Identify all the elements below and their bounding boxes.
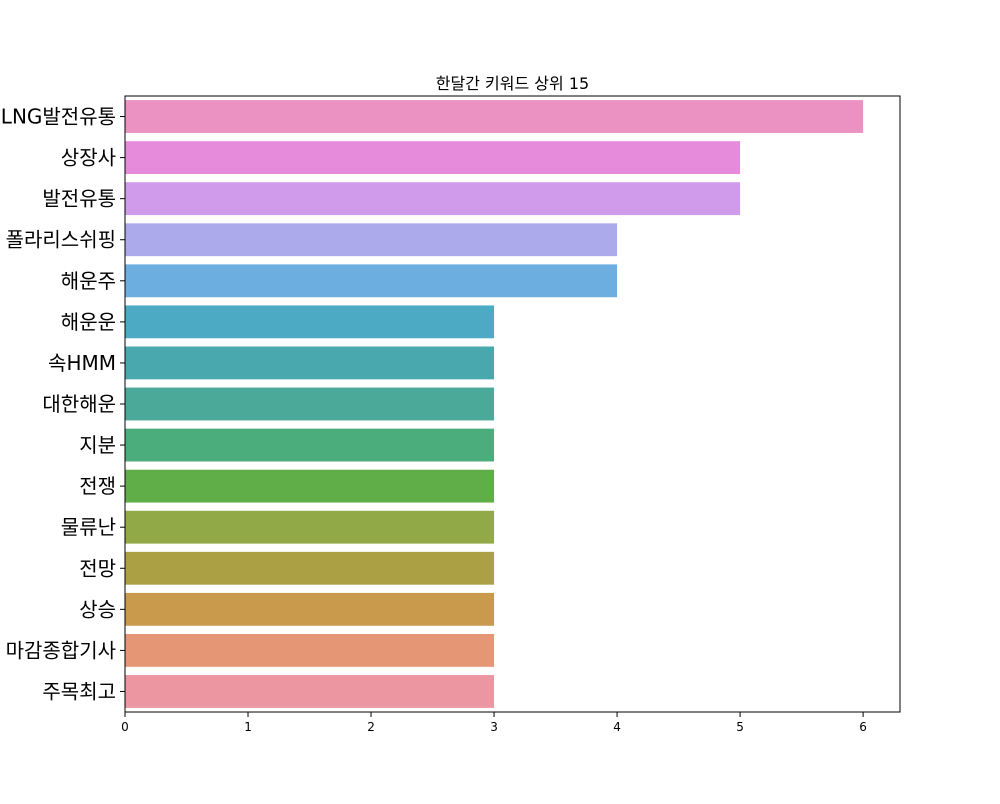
y-tick-label-4: 해운주 xyxy=(61,269,116,293)
bar-9 xyxy=(125,469,495,503)
y-tick-label-12: 상승 xyxy=(79,597,116,621)
chart-title: 한달간 키워드 상위 15 xyxy=(435,74,590,93)
x-tick-label-0: 0 xyxy=(121,720,129,734)
bar-5 xyxy=(125,305,495,339)
bar-6 xyxy=(125,346,495,380)
x-tick-label-1: 1 xyxy=(244,720,252,734)
y-tick-label-11: 전망 xyxy=(79,556,116,580)
bars-group xyxy=(125,100,864,708)
bar-0 xyxy=(125,100,864,133)
bar-3 xyxy=(125,223,618,257)
x-tick-label-2: 2 xyxy=(367,720,375,734)
x-tick-label-5: 5 xyxy=(736,720,744,734)
x-axis: 0 1 2 3 4 5 6 xyxy=(121,712,867,734)
bar-10 xyxy=(125,510,495,544)
y-tick-label-14: 주목최고 xyxy=(42,679,116,703)
y-tick-label-5: 해운운 xyxy=(61,310,116,334)
y-tick-label-13: 마감종합기사 xyxy=(6,638,116,662)
bar-4 xyxy=(125,264,618,298)
y-tick-label-0: LNG발전유통 xyxy=(1,105,116,129)
y-tick-label-8: 지분 xyxy=(79,433,116,457)
bar-12 xyxy=(125,592,495,626)
bar-13 xyxy=(125,633,495,667)
y-tick-label-3: 폴라리스쉬핑 xyxy=(6,228,116,252)
bar-11 xyxy=(125,551,495,585)
y-tick-label-1: 상장사 xyxy=(61,146,116,170)
bar-14 xyxy=(125,675,495,708)
y-tick-label-9: 전쟁 xyxy=(79,474,116,498)
y-tick-label-6: 속HMM xyxy=(48,351,116,375)
y-tick-label-7: 대한해운 xyxy=(42,392,116,416)
bar-1 xyxy=(125,141,741,175)
x-tick-label-3: 3 xyxy=(490,720,498,734)
y-tick-label-2: 발전유통 xyxy=(42,187,116,211)
bar-7 xyxy=(125,387,495,421)
bar-8 xyxy=(125,428,495,462)
bar-2 xyxy=(125,182,741,216)
y-tick-label-10: 물류난 xyxy=(61,515,116,539)
x-tick-label-6: 6 xyxy=(859,720,867,734)
x-tick-label-4: 4 xyxy=(613,720,621,734)
